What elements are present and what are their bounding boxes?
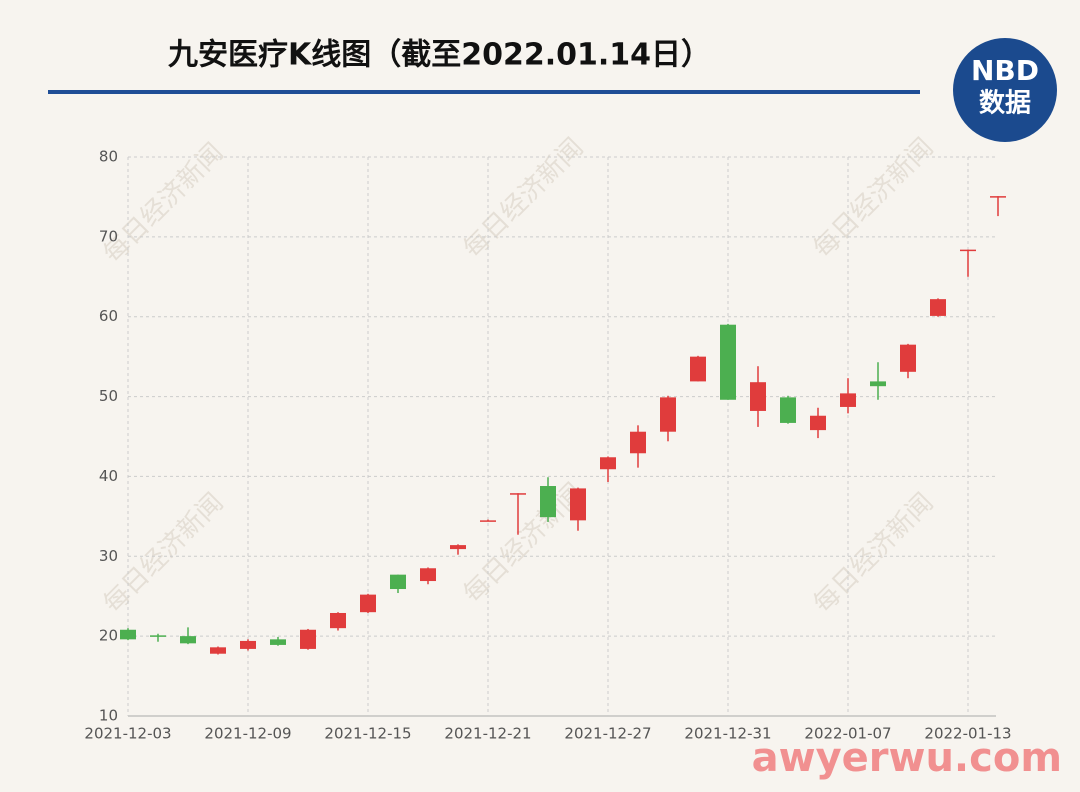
watermark: 每日经济新闻 xyxy=(458,478,589,609)
candle-body xyxy=(780,397,796,423)
watermark: 每日经济新闻 xyxy=(808,488,939,619)
candle-body xyxy=(870,381,886,387)
candle-body xyxy=(330,612,346,629)
candle-body xyxy=(900,344,916,372)
y-tick-label: 60 xyxy=(99,307,118,325)
site-watermark: awyerwu.com xyxy=(752,735,1062,781)
watermark: 每日经济新闻 xyxy=(808,133,939,264)
candle-body xyxy=(300,629,316,649)
candle-body xyxy=(570,488,586,521)
y-tick-label: 10 xyxy=(99,707,118,725)
y-tick-label: 80 xyxy=(99,148,118,166)
candle-body xyxy=(540,486,556,518)
x-tick-label: 2022-01-07 xyxy=(804,725,891,743)
y-tick-label: 20 xyxy=(99,627,118,645)
candle-body xyxy=(690,356,706,382)
logo-text: NBD xyxy=(971,54,1039,87)
candle-body xyxy=(120,629,136,640)
candle-body xyxy=(630,431,646,454)
candle-body xyxy=(360,594,376,613)
candle-body xyxy=(240,640,256,649)
candle-body xyxy=(720,324,736,400)
candle-body xyxy=(210,647,226,654)
title-rule xyxy=(48,90,920,94)
candle-body xyxy=(930,299,946,316)
candle-body xyxy=(180,636,196,644)
candle-body xyxy=(480,520,496,522)
logo-text: 数据 xyxy=(979,89,1031,119)
y-tick-label: 30 xyxy=(99,547,118,565)
candle-body xyxy=(390,574,406,590)
candle-body xyxy=(750,382,766,411)
candle-body xyxy=(150,635,166,637)
candle-body xyxy=(600,457,616,470)
candle-body xyxy=(420,568,436,582)
x-tick-label: 2021-12-03 xyxy=(84,725,171,743)
x-tick-label: 2021-12-15 xyxy=(324,725,411,743)
x-tick-label: 2021-12-27 xyxy=(564,725,651,743)
candle-body xyxy=(840,393,856,407)
candle-body xyxy=(990,196,1006,198)
y-tick-label: 70 xyxy=(99,227,118,245)
chart-title: 九安医疗K线图（截至2022.01.14日） xyxy=(168,38,711,73)
candle-body xyxy=(270,639,286,645)
y-tick-label: 40 xyxy=(99,467,118,485)
logo xyxy=(953,38,1057,142)
x-tick-label: 2022-01-13 xyxy=(924,725,1011,743)
candle-body xyxy=(960,249,976,252)
x-tick-label: 2021-12-31 xyxy=(684,725,771,743)
candle-body xyxy=(510,493,526,495)
x-tick-label: 2021-12-09 xyxy=(204,725,291,743)
y-tick-label: 50 xyxy=(99,387,118,405)
candle-body xyxy=(660,397,676,432)
x-tick-label: 2021-12-21 xyxy=(444,725,531,743)
watermark: 每日经济新闻 xyxy=(458,133,589,264)
candle-body xyxy=(450,545,466,550)
candle-body xyxy=(810,415,826,431)
